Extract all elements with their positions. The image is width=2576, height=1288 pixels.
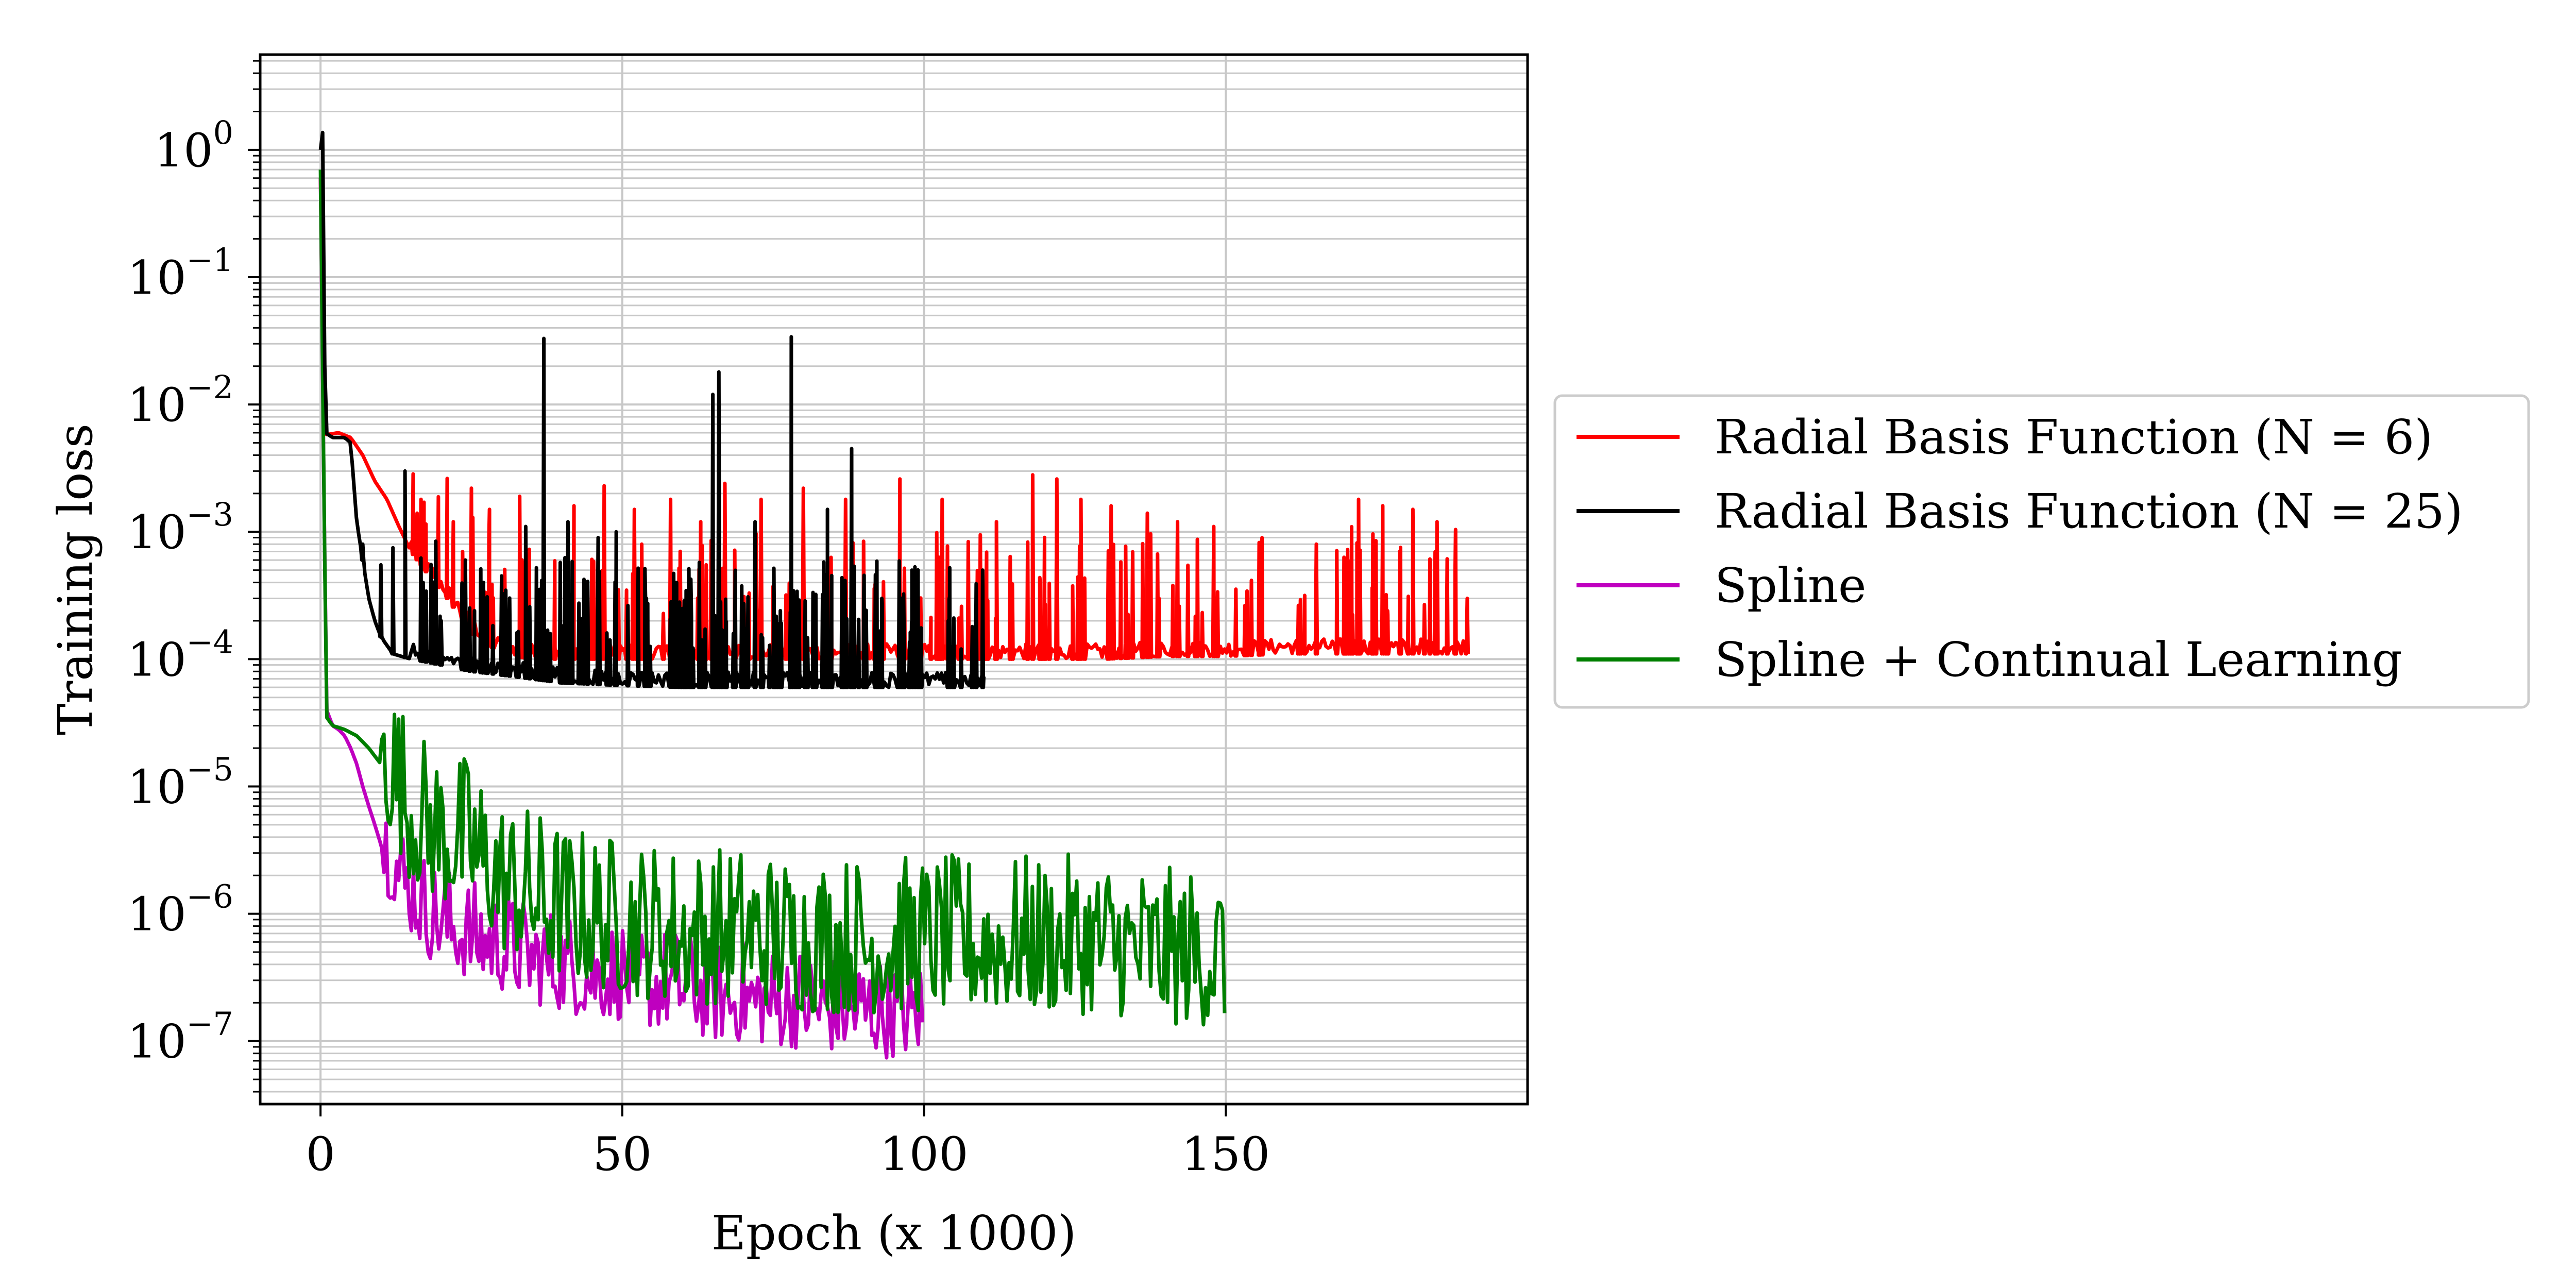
y-tick-label: 10−5 [127,750,233,814]
y-tick-label: 10−3 [127,496,233,560]
axis-ticks: 0 50 100 150 100 10−1 10−2 10−3 10−4 10−5 10−6 10−7 [127,60,1270,1181]
legend-entry-label: Spline + Continual Learning [1715,632,2402,687]
y-tick-label: 10−7 [127,1005,233,1069]
legend-entry-label: Radial Basis Function (N = 25) [1715,484,2463,539]
plot-frame [259,53,1529,1106]
y-tick-label: 10−2 [127,368,233,432]
legend: Radial Basis Function (N = 6) Radial Basi… [1553,394,2530,709]
series-line-4 [318,170,1227,1027]
y-axis-label: Training loss [48,423,103,735]
series-line-2 [318,130,986,689]
legend-box [1553,394,2530,709]
legend-entry-label: Radial Basis Function (N = 6) [1715,410,2433,465]
y-tick-label: 10−6 [127,878,233,942]
x-tick-label: 0 [306,1127,335,1181]
x-axis-label: Epoch (x 1000) [711,1206,1077,1261]
legend-entry-label: Spline [1715,558,1866,613]
x-tick-label: 50 [593,1127,652,1181]
y-tick-label: 10−1 [127,241,233,305]
y-tick-label: 10−4 [127,623,233,687]
y-tick-label: 100 [154,114,233,178]
x-tick-label: 150 [1181,1127,1270,1181]
x-tick-label: 100 [880,1127,969,1181]
series-layer [318,130,1470,1060]
